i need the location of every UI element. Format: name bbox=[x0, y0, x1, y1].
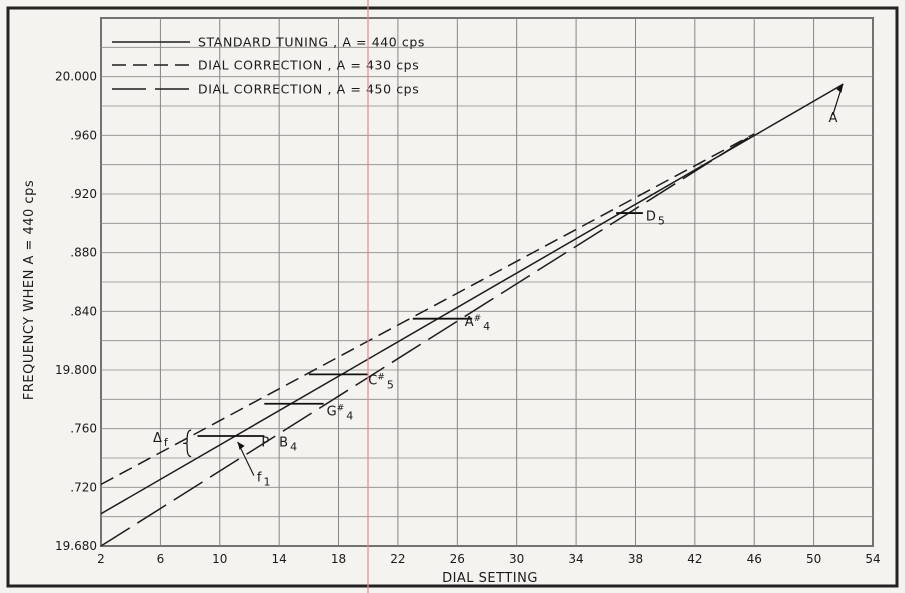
x-tick-label: 30 bbox=[509, 552, 524, 566]
x-tick-label: 54 bbox=[865, 552, 880, 566]
y-tick-label: .760 bbox=[70, 422, 97, 436]
arrow-a-head bbox=[836, 84, 844, 93]
arrow-a-shaft bbox=[832, 87, 842, 115]
x-tick-label: 18 bbox=[331, 552, 346, 566]
y-tick-label: 20.000 bbox=[55, 70, 97, 84]
y-tick-label: 19.680 bbox=[55, 539, 97, 553]
y-tick-label: 19.800 bbox=[55, 363, 97, 377]
legend-label: DIAL CORRECTION , A = 450 cps bbox=[198, 82, 419, 97]
grid-layer bbox=[100, 17, 874, 547]
annotation-label: A bbox=[828, 111, 837, 126]
y-axis-label: FREQUENCY WHEN A = 440 cps bbox=[22, 180, 37, 400]
annotation-label: A#4 bbox=[465, 314, 490, 333]
figure-border bbox=[6, 6, 899, 588]
marks-layer bbox=[183, 84, 844, 476]
tick-layer: 2 6 10 14 18 22 26 30 34 38 42 46 50 5419.680.720.760… bbox=[55, 70, 881, 566]
annotations-layer: A D 5 A#4 C#5 G#4 B 4 P Δ f f 1 bbox=[153, 111, 838, 488]
x-tick-label: 46 bbox=[747, 552, 762, 566]
legend-label: DIAL CORRECTION , A = 430 cps bbox=[198, 58, 419, 73]
x-tick-label: 2 bbox=[97, 552, 105, 566]
y-tick-label: .720 bbox=[70, 480, 97, 494]
x-tick-label: 10 bbox=[212, 552, 227, 566]
x-tick-label: 42 bbox=[687, 552, 702, 566]
x-tick-label: 38 bbox=[628, 552, 643, 566]
annotation-label: P bbox=[261, 435, 269, 450]
y-tick-label: .960 bbox=[70, 128, 97, 142]
x-tick-label: 6 bbox=[157, 552, 165, 566]
y-tick-label: .920 bbox=[70, 187, 97, 201]
x-tick-label: 50 bbox=[806, 552, 821, 566]
f1-pointer-head bbox=[237, 441, 245, 450]
x-tick-label: 26 bbox=[450, 552, 465, 566]
annotation-label: C#5 bbox=[368, 373, 394, 392]
x-tick-label: 14 bbox=[272, 552, 287, 566]
x-tick-label: 22 bbox=[390, 552, 405, 566]
series-line-2 bbox=[100, 133, 755, 486]
annotation-label: G#4 bbox=[327, 403, 354, 422]
y-tick-label: .840 bbox=[70, 304, 97, 318]
x-axis-label: DIAL SETTING bbox=[442, 571, 538, 586]
delta-f-brace bbox=[183, 429, 192, 458]
series-layer bbox=[100, 83, 844, 547]
y-tick-label: .880 bbox=[70, 246, 97, 260]
legend: STANDARD TUNING , A = 440 cps DIAL CORREC… bbox=[112, 35, 425, 97]
legend-label: STANDARD TUNING , A = 440 cps bbox=[198, 35, 425, 50]
x-tick-label: 34 bbox=[568, 552, 583, 566]
